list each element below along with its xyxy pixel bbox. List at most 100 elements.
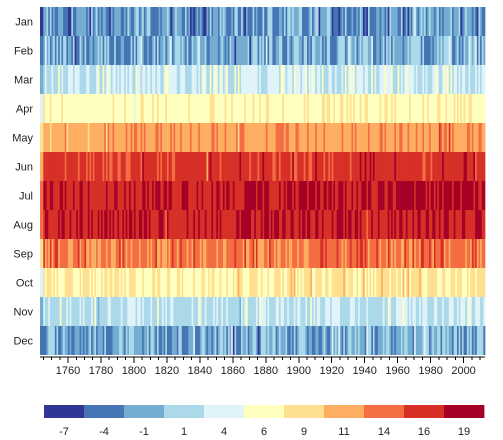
heat-cell: [59, 297, 62, 326]
heat-cell: [191, 123, 194, 152]
heat-cell: [341, 268, 344, 297]
heat-cell: [376, 210, 379, 239]
heat-cell: [389, 239, 392, 268]
heat-cell: [239, 36, 242, 65]
heat-cell: [91, 94, 94, 123]
heat-cell: [125, 7, 128, 36]
heat-cell: [209, 181, 212, 210]
heat-cell: [193, 326, 196, 355]
heat-cell: [475, 239, 478, 268]
heat-cell: [475, 123, 478, 152]
heat-cell: [74, 123, 77, 152]
heat-cell: [145, 152, 148, 181]
heat-cell: [76, 7, 79, 36]
heat-cell: [196, 123, 199, 152]
heat-cell: [94, 152, 97, 181]
heat-cell: [79, 181, 82, 210]
heat-cell: [422, 152, 425, 181]
heat-cell: [297, 123, 300, 152]
heat-cell: [405, 94, 408, 123]
heat-cell: [336, 36, 339, 65]
heat-cell: [476, 326, 479, 355]
heat-cell: [89, 123, 92, 152]
heat-cell: [72, 123, 75, 152]
heat-cell: [277, 152, 280, 181]
heat-cell: [188, 65, 191, 94]
heat-cell: [68, 239, 71, 268]
heat-cell: [180, 239, 183, 268]
heat-cell: [222, 181, 225, 210]
heat-cell: [473, 181, 476, 210]
heat-cell: [399, 7, 402, 36]
heat-cell: [399, 94, 402, 123]
heat-cell: [417, 297, 420, 326]
heat-cell: [361, 326, 364, 355]
heat-cell: [262, 123, 265, 152]
heat-cell: [114, 36, 117, 65]
heat-cell: [396, 268, 398, 297]
heat-cell: [224, 7, 227, 36]
heat-cell: [152, 7, 155, 36]
heat-cell: [344, 94, 347, 123]
heat-cell: [58, 7, 61, 36]
heat-cell: [44, 152, 47, 181]
heat-cell: [282, 36, 285, 65]
heat-cell: [209, 65, 212, 94]
heat-cell: [125, 152, 128, 181]
heat-cell: [122, 65, 125, 94]
heat-cell: [297, 210, 300, 239]
heat-cell: [201, 36, 204, 65]
heat-cell: [346, 94, 349, 123]
heat-cell: [250, 65, 253, 94]
heat-cell: [49, 210, 52, 239]
heat-cell: [115, 94, 118, 123]
heat-cell: [483, 36, 486, 65]
heat-cell: [321, 210, 324, 239]
heat-cell: [54, 268, 57, 297]
heat-cell: [216, 65, 219, 94]
heat-cell: [396, 297, 398, 326]
heat-cell: [109, 210, 112, 239]
heat-cell: [211, 94, 214, 123]
heat-cell: [40, 268, 42, 297]
heat-cell: [91, 7, 94, 36]
heat-cell: [316, 268, 319, 297]
heat-cell: [386, 181, 389, 210]
heat-cell: [196, 239, 199, 268]
heat-cell: [49, 36, 52, 65]
heat-cell: [465, 181, 468, 210]
heat-cell: [229, 239, 232, 268]
heat-cell: [48, 181, 51, 210]
heat-cell: [64, 65, 67, 94]
heat-cell: [265, 326, 268, 355]
heat-cell: [232, 7, 235, 36]
heat-cell: [112, 210, 115, 239]
heat-cell: [320, 268, 323, 297]
heat-cell: [438, 210, 441, 239]
heat-cell: [339, 297, 342, 326]
heat-cell: [351, 268, 354, 297]
heat-cell: [333, 65, 336, 94]
heat-cell: [81, 268, 84, 297]
heat-cell: [130, 94, 133, 123]
legend-label: -4: [99, 426, 109, 438]
heat-cell: [122, 94, 125, 123]
heat-cell: [384, 65, 387, 94]
heat-cell: [358, 181, 361, 210]
heat-cell: [428, 297, 431, 326]
heat-cell: [391, 152, 394, 181]
heat-cell: [218, 123, 220, 152]
heat-cell: [234, 297, 237, 326]
heat-cell: [91, 326, 94, 355]
heat-cell: [438, 181, 441, 210]
heat-cell: [185, 326, 188, 355]
heat-cell: [196, 210, 199, 239]
heat-cell: [183, 7, 186, 36]
heat-cell: [311, 239, 314, 268]
heat-cell: [354, 152, 357, 181]
heat-cell: [218, 297, 220, 326]
heat-cell: [185, 210, 188, 239]
heat-cell: [125, 181, 128, 210]
heat-cell: [335, 326, 338, 355]
legend-label: 4: [221, 426, 227, 438]
